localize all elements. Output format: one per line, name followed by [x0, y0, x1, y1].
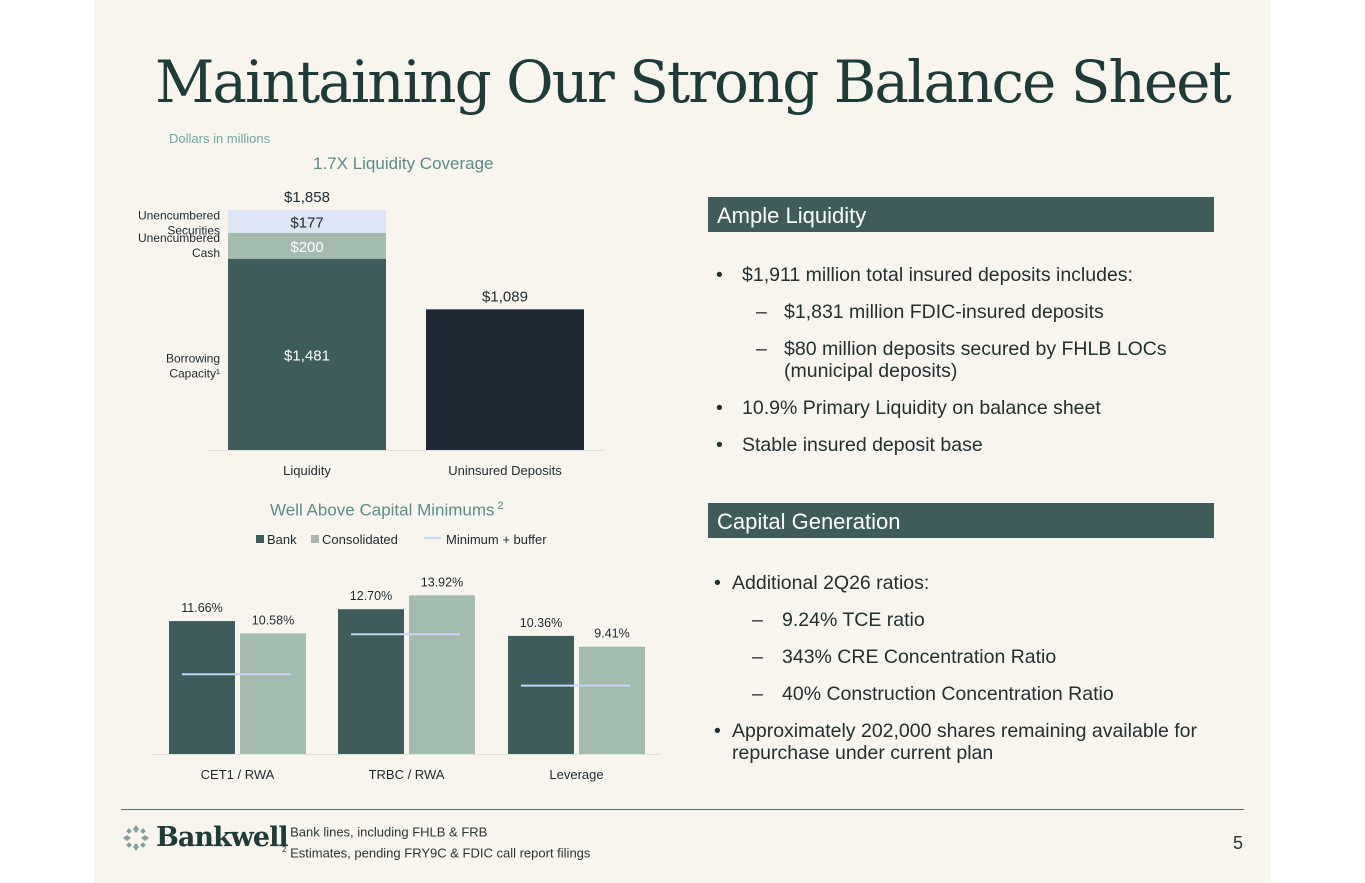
legend-consolidated-swatch — [311, 535, 319, 543]
value-label-consolidated-leverage: 9.41% — [594, 627, 629, 641]
capital-chart: Bank Consolidated Minimum + buffer 11.66% 10… — [152, 532, 660, 782]
capital-sub-2: 343% CRE Concentration Ratio — [710, 646, 1230, 668]
footnote-2: 2 Estimates, pending FRY9C & FDIC call r… — [282, 841, 590, 862]
liquidity-bullet-2: 10.9% Primary Liquidity on balance sheet — [710, 397, 1230, 419]
category-label-liquidity: Liquidity — [283, 463, 331, 478]
capital-sub-1: 9.24% TCE ratio — [710, 609, 1230, 631]
value-label-bank-trbc-rwa: 12.70% — [350, 589, 392, 603]
footnotes: 1 Bank lines, including FHLB & FRB 2 Est… — [282, 820, 590, 863]
bar-uninsured-deposits — [426, 309, 584, 450]
category-label-uninsured-deposits: Uninsured Deposits — [448, 463, 562, 478]
total-label-uninsured-deposits: $1,089 — [482, 288, 528, 305]
legend-minimum-buffer-label: Minimum + buffer — [446, 532, 547, 547]
bar-unencumbered-securities — [228, 210, 386, 233]
capital-heading: Capital Generation — [708, 503, 1214, 538]
page-number: 5 — [1233, 833, 1244, 853]
liquidity-sub-2: $80 million deposits secured by FHLB LOC… — [710, 338, 1224, 382]
capital-chart-title-footnote: 2 — [497, 500, 504, 512]
category-label-trbc-rwa: TRBC / RWA — [369, 767, 445, 782]
bar-consolidated-leverage — [579, 646, 645, 754]
units-note: Dollars in millions — [169, 131, 271, 146]
capital-bullets: Additional 2Q26 ratios: 9.24% TCE ratio … — [710, 572, 1230, 779]
category-label-cet1-rwa: CET1 / RWA — [201, 767, 275, 782]
footnote-2-mark: 2 — [282, 845, 287, 855]
liquidity-bullets: $1,911 million total insured deposits in… — [710, 264, 1230, 471]
segment-name-borrowing-line1: Borrowing — [166, 351, 220, 365]
label-borrowing-capacity: $1,481 — [284, 347, 330, 364]
bankwell-mark-icon — [123, 824, 149, 851]
liquidity-chart: $1,481 $200 $177 $1,858 $1,089 Liquidity Unins… — [138, 189, 604, 478]
label-unencumbered-cash: $200 — [290, 239, 323, 256]
value-label-bank-cet1-rwa: 11.66% — [181, 601, 222, 615]
bar-borrowing-capacity — [228, 258, 386, 450]
footnote-1-text: Bank lines, including FHLB & FRB — [290, 824, 488, 840]
liquidity-bullet-3: Stable insured deposit base — [710, 434, 1230, 456]
legend-consolidated-label: Consolidated — [322, 532, 398, 547]
liquidity-heading: Ample Liquidity — [708, 197, 1214, 232]
capital-bullet-1: Additional 2Q26 ratios: — [710, 572, 1230, 594]
bar-bank-trbc-rwa — [338, 609, 404, 754]
footnote-1: 1 Bank lines, including FHLB & FRB — [282, 820, 590, 841]
capital-sub-3: 40% Construction Concentration Ratio — [710, 683, 1230, 705]
capital-bullet-2: Approximately 202,000 shares remaining a… — [710, 720, 1202, 764]
bar-bank-leverage — [508, 635, 574, 754]
category-label-leverage: Leverage — [549, 767, 603, 782]
legend-bank-swatch — [256, 535, 264, 543]
footnote-1-mark: 1 — [282, 824, 287, 833]
value-label-consolidated-cet1-rwa: 10.58% — [252, 613, 294, 627]
liquidity-sub-1: $1,831 million FDIC-insured deposits — [710, 301, 1230, 323]
liquidity-chart-title: 1.7X Liquidity Coverage — [313, 154, 494, 173]
label-unencumbered-securities: $177 — [290, 214, 323, 231]
capital-chart-title: Well Above Capital Minimums 2 — [270, 500, 504, 521]
legend-bank-label: Bank — [267, 532, 297, 547]
liquidity-bullet-1: $1,911 million total insured deposits in… — [710, 264, 1230, 286]
bar-consolidated-trbc-rwa — [409, 595, 475, 754]
segment-name-securities-line2: Securities — [167, 223, 220, 237]
segment-name-borrowing-line2: Capacity¹ — [169, 366, 220, 380]
segment-name-cash-line2: Cash — [192, 246, 220, 260]
value-label-consolidated-trbc-rwa: 13.92% — [421, 575, 463, 589]
bar-unencumbered-cash — [228, 232, 386, 259]
footnote-2-text: Estimates, pending FRY9C & FDIC call rep… — [290, 845, 591, 861]
footer-divider — [121, 809, 1244, 810]
segment-name-cash-line1: Unencumbered — [138, 231, 220, 245]
page-title: Maintaining Our Strong Balance Sheet — [155, 48, 1232, 116]
total-label-liquidity: $1,858 — [284, 189, 330, 206]
brand-name: Bankwell — [156, 822, 289, 853]
bar-bank-cet1-rwa — [169, 621, 235, 754]
bankwell-logo: Bankwell — [122, 822, 289, 853]
bar-consolidated-cet1-rwa — [240, 633, 306, 754]
capital-chart-title-text: Well Above Capital Minimums — [270, 500, 495, 520]
segment-name-securities-line1: Unencumbered — [138, 208, 220, 222]
value-label-bank-leverage: 10.36% — [520, 616, 562, 630]
